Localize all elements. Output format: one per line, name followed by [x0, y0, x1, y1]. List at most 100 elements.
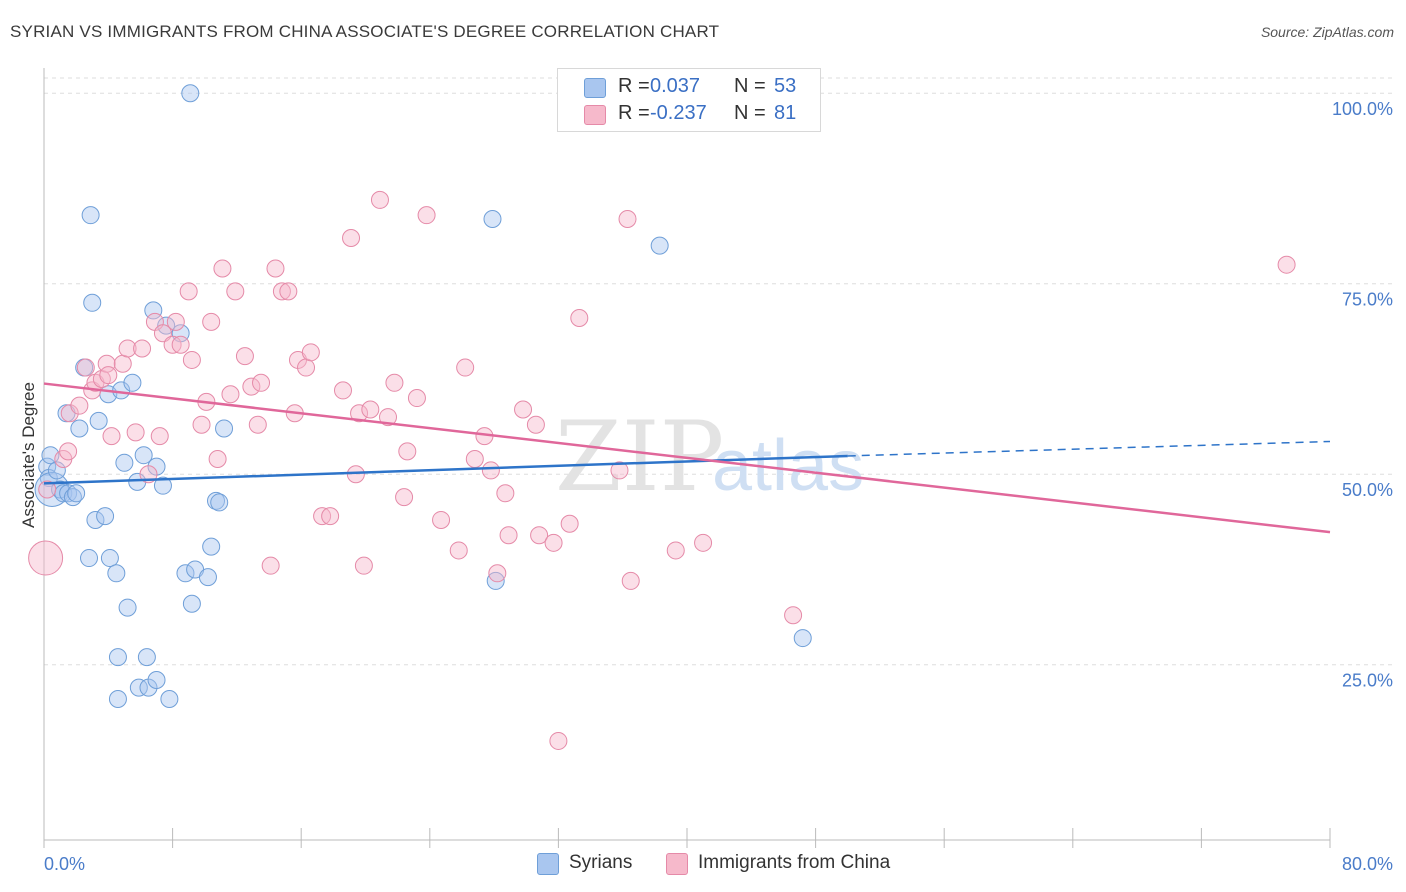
china-point: [192, 415, 211, 434]
china-point: [456, 358, 475, 377]
china-point: [97, 354, 116, 373]
syrians-point: [67, 484, 86, 503]
r-label: R =: [618, 102, 650, 124]
n-value: 81: [774, 102, 797, 124]
china-point: [171, 335, 190, 354]
china-point: [279, 282, 298, 301]
china-point: [60, 404, 79, 423]
syrians-point: [147, 670, 166, 689]
stats-legend: R = 0.037 N = 53 R = -0.237 N = 81: [557, 68, 821, 132]
china-point: [346, 465, 365, 484]
watermark-atlas: atlas: [712, 426, 864, 506]
china-point: [208, 450, 227, 468]
y-tick-label: 25.0%: [1342, 671, 1393, 691]
syrians-point: [134, 446, 153, 465]
china-point: [666, 541, 685, 560]
syrians-point: [123, 373, 142, 392]
china-point: [481, 461, 500, 480]
r-label: R =: [618, 75, 650, 97]
china-point: [370, 190, 389, 209]
legend-label: Immigrants from China: [698, 852, 891, 873]
china-point: [235, 347, 254, 366]
china-point: [354, 556, 373, 575]
syrians-point: [202, 537, 221, 556]
syrians-swatch: [584, 78, 606, 98]
china-point: [182, 350, 201, 369]
gridlines: [44, 77, 1393, 666]
china-point: [526, 415, 545, 434]
china-point: [76, 358, 95, 377]
trend-lines: [43, 382, 1331, 534]
china-point: [226, 282, 245, 301]
china-point: [342, 229, 361, 248]
china-point: [242, 377, 261, 396]
syrians-swatch: [537, 853, 559, 875]
china-point: [621, 571, 640, 590]
syrians-point: [96, 507, 115, 526]
r-value: 0.037: [650, 75, 701, 97]
syrians-point: [137, 648, 156, 667]
syrians-point: [80, 549, 99, 568]
china-point: [166, 312, 185, 331]
china-point: [38, 480, 57, 499]
china-point: [248, 415, 267, 434]
n-value: 53: [774, 75, 797, 97]
syrians-point: [176, 564, 195, 583]
data-points: [28, 84, 1296, 750]
legend-row-syrians: R = 0.037 N = 53: [558, 75, 820, 101]
china-point: [530, 526, 549, 545]
syrians-trend-extension: [847, 440, 1331, 457]
china-trend-line: [43, 382, 1331, 534]
syrians-point: [108, 690, 127, 709]
china-point: [544, 533, 563, 552]
china-point: [179, 282, 198, 301]
syrians-point: [486, 571, 505, 590]
china-point: [549, 731, 568, 750]
syrians-point: [129, 678, 148, 697]
china-point: [150, 427, 169, 446]
china-point: [499, 526, 518, 545]
china-point: [113, 354, 132, 373]
china-point: [496, 484, 515, 503]
china-point: [618, 209, 637, 228]
watermark-zip: ZIP: [555, 401, 724, 513]
syrians-point: [182, 594, 201, 613]
china-point: [272, 282, 291, 301]
china-point: [488, 564, 507, 583]
china-swatch: [584, 105, 606, 125]
source-label: Source: ZipAtlas.com: [1260, 24, 1394, 40]
chart-title: SYRIAN VS IMMIGRANTS FROM CHINA ASSOCIAT…: [10, 22, 720, 41]
syrians-point: [107, 564, 126, 583]
x-tick-label-max: 80.0%: [1342, 854, 1393, 874]
syrians-point: [115, 453, 134, 472]
china-point: [118, 339, 137, 358]
china-point: [297, 358, 316, 377]
axis-labels: 0.0% 80.0% Associate's Degree 25.0% 50.0%…: [19, 99, 1393, 874]
china-point: [261, 556, 280, 575]
china-point: [449, 541, 468, 560]
syrians-point: [215, 419, 234, 438]
china-point: [213, 259, 232, 278]
china-point: [379, 408, 398, 427]
china-point: [465, 450, 484, 468]
syrians-point: [793, 629, 812, 648]
r-value: -0.237: [650, 102, 707, 124]
syrians-point: [198, 568, 217, 587]
china-point: [395, 488, 414, 507]
china-point: [133, 339, 152, 358]
china-point: [301, 343, 320, 362]
watermark: ZIP atlas: [555, 401, 864, 513]
syrians-point: [118, 598, 137, 617]
china-point: [1277, 255, 1296, 274]
legend-row-china: R = -0.237 N = 81: [558, 102, 820, 128]
syrians-point: [100, 549, 119, 568]
china-point: [59, 442, 78, 461]
n-label: N =: [734, 102, 766, 124]
syrians-point: [83, 293, 102, 312]
n-label: N =: [734, 75, 766, 97]
y-tick-label: 50.0%: [1342, 480, 1393, 500]
y-tick-label: 75.0%: [1342, 290, 1393, 310]
china-point: [560, 514, 579, 533]
syrians-point: [650, 236, 669, 255]
